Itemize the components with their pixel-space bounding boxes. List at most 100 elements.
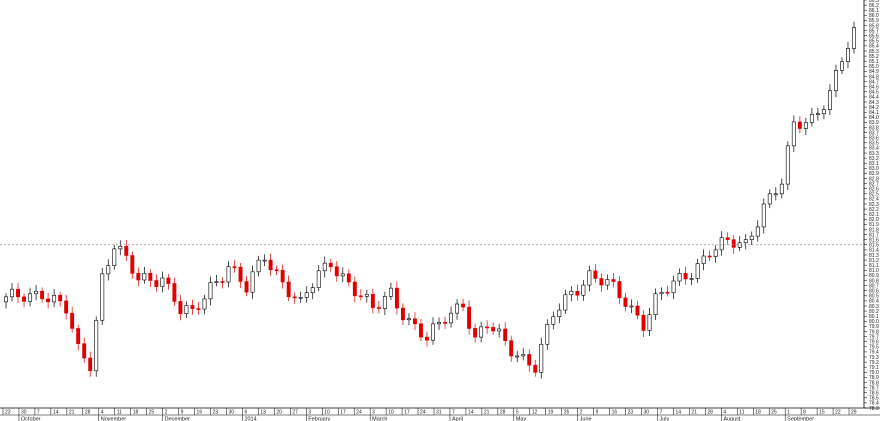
candle-body [34,290,39,295]
candle-body [214,281,219,283]
candle-body [587,270,592,286]
candle [563,289,568,314]
candle [437,317,441,330]
candle-body [653,293,658,315]
candle-body [88,357,93,372]
y-tick-label: 84.1 [869,110,879,116]
candle-body [611,279,616,282]
y-tick-label: 79.3 [869,355,879,361]
candle-body [82,343,87,359]
candle-body [827,90,832,110]
y-tick-label: 84.7 [869,79,879,85]
y-tick-label: 83.2 [869,156,879,162]
candle-body [785,145,790,185]
candle-body [364,293,369,297]
candle [713,245,718,263]
y-tick-label: 80.4 [869,299,879,305]
candle-body [322,262,327,272]
x-tick-label: 2 [580,410,583,416]
candle-body [677,273,682,282]
candle [491,322,496,335]
y-tick-label: 81.7 [869,232,879,238]
candle-body [40,290,45,300]
y-tick-label: 79.9 [869,324,879,330]
candle-body [485,326,490,329]
candle [797,116,802,134]
x-tick-label: 10 [388,410,394,416]
candle-body [479,326,484,338]
candle-body [461,303,466,308]
y-tick-label: 86.0 [869,13,879,19]
candle [322,256,327,278]
y-tick-label: 83.9 [869,120,879,126]
candle-body [815,113,820,116]
candle-body [515,355,520,358]
y-tick-label: 83.1 [869,161,879,167]
candle-body [124,246,129,256]
candle [545,319,550,351]
candle [539,337,544,379]
candle-body [707,255,712,258]
x-tick-label: 23 [628,410,634,416]
candle-body [695,263,700,279]
candle-body [46,298,51,303]
x-tick-label: 11 [117,410,122,416]
candle-body [100,273,105,321]
candle [767,189,772,209]
candle-body [10,288,14,298]
x-tick-label: 16 [612,410,618,416]
y-tick-label: 80.7 [869,283,879,289]
y-tick-label: 85.0 [869,64,879,70]
x-tick-label: 29 [851,410,857,416]
candle-body [262,259,267,262]
y-tick-label: 78.6 [869,391,879,397]
x-tick-label: 19 [548,410,554,416]
candle-body [250,271,255,293]
candle [112,245,117,270]
candle-body [761,203,766,228]
candle-body [274,269,279,272]
x-tick-label: 8 [803,410,806,416]
y-tick-label: 84.3 [869,100,879,106]
candle [497,323,502,338]
candle [262,254,267,267]
candle-body [671,280,676,294]
x-tick-label: 24 [420,410,426,416]
candle [214,275,219,287]
candle [605,274,610,290]
candle [226,260,231,288]
month-label: October [21,417,41,421]
candle [46,292,51,309]
candle [166,273,171,290]
candle-body [605,279,610,286]
candle [76,324,81,351]
candle-body [779,183,784,195]
y-tick-label: 83.7 [869,130,879,136]
candle [809,107,814,127]
candle-body [202,298,207,310]
candle [840,57,844,75]
candle-body [280,269,285,283]
candle [449,306,454,328]
candle [256,255,261,277]
candle [659,287,664,301]
y-tick-label: 85.4 [869,44,879,50]
y-tick-label: 83.5 [869,141,879,147]
candle [665,285,670,297]
x-tick-label: 23 [213,410,219,416]
candle [779,178,784,199]
candle [581,279,586,301]
y-tick-label: 86.2 [869,3,879,9]
candle-body [94,319,99,372]
candle [400,303,405,326]
x-tick-label: 7 [37,410,40,416]
y-tick-label: 80.8 [869,278,879,284]
month-label: June [580,417,592,421]
candle [364,289,369,303]
candle-body [106,265,111,275]
y-tick-label: 80.2 [869,309,879,315]
candle-body [58,294,63,302]
candle-body [539,343,544,373]
candle [557,303,562,324]
y-tick-label: 84.6 [869,85,879,91]
